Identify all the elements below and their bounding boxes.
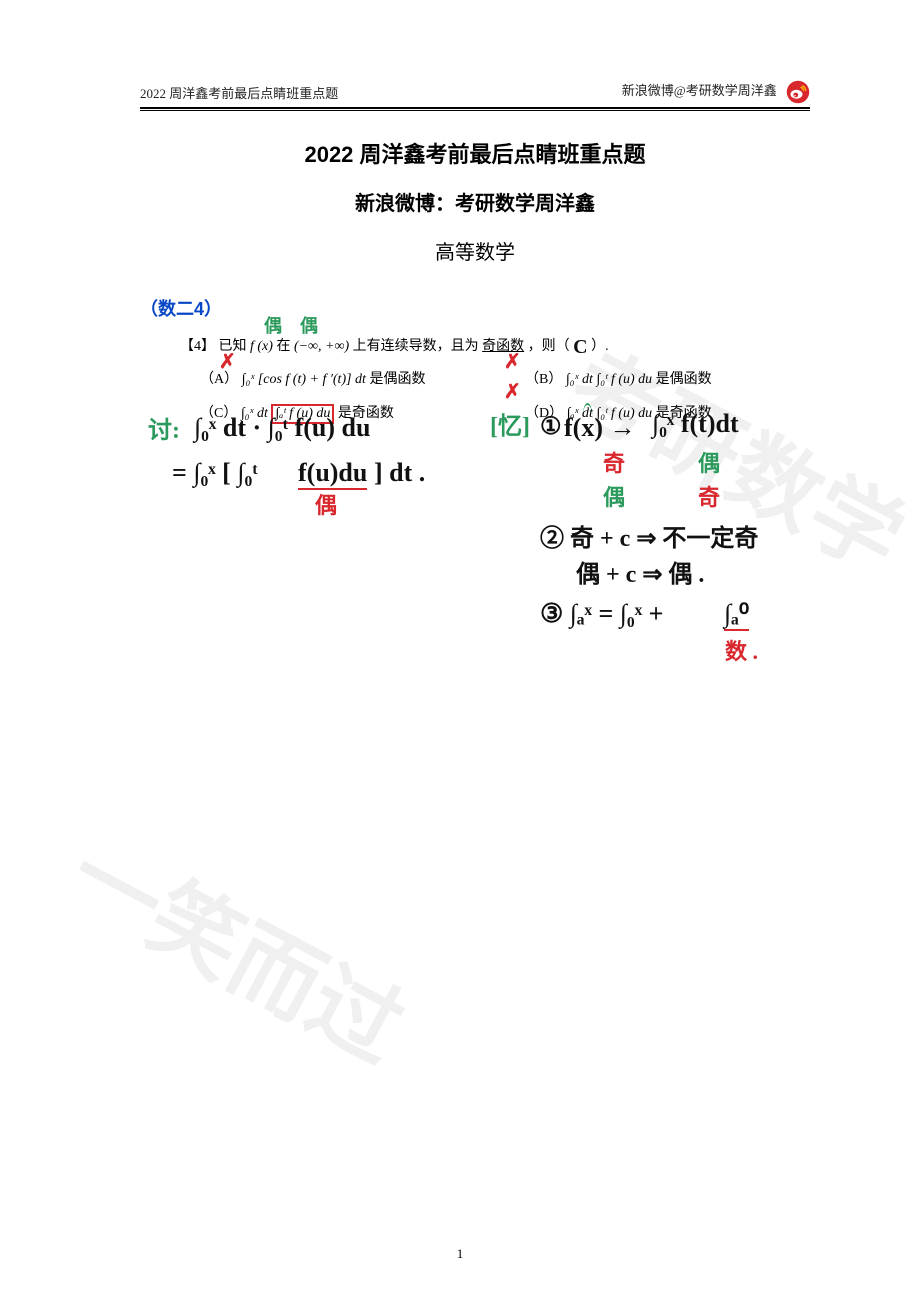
opt-a-expr: ∫₀ˣ [cos f (t) + f ′(t)] dt [242,372,366,387]
hand-right-1a: ① [540,414,562,440]
col-l1: 奇 [603,452,625,476]
watermark-bottom: 一笑而过 [51,803,430,1087]
stem-mid3: ，则（ [528,339,570,354]
hand-left-line2c: ] dt . [374,459,425,488]
stem-end: ）. [591,339,609,354]
stem-fx: f (x) [250,339,273,354]
answer-mark: C [573,336,587,358]
mark-x-a: ✗ [219,351,236,373]
title-subject: 高等数学 [140,236,810,265]
page-number: 1 [0,1246,920,1262]
header-rule [140,107,810,109]
stem-mid2: 上有连续导数，且为 [353,339,479,354]
hand-right-label: [忆] [490,414,530,440]
hand-right-3b: ∫ₐ⁰ [724,600,749,631]
header-right-wrap: 新浪微博@考研数学周洋鑫 [622,80,810,104]
header-left: 2022 周洋鑫考前最后点睛班重点题 [140,83,338,102]
hand-left-line2a: = ∫₀ˣ [ ∫₀ᵗ [172,459,258,488]
hand-left-line2b: f(u)du [298,459,367,490]
opt-b-tail: 是偶函数 [656,372,712,387]
hand-left-prefix: 讨: [148,418,180,444]
section-label: （数二4） [140,295,810,321]
opt-b-label: （B） [525,372,562,387]
problem-stem: 【4】 已知 f (x) 在 (−∞, +∞) 上有连续导数，且为 奇函数 ，则… [180,335,810,358]
mark-x-d: ✗ [504,381,521,403]
problem-number: 【4】 [180,339,215,354]
mark-even-2: 偶 [300,317,318,337]
mark-x-b: ✗ [504,351,521,373]
opt-b-expr: ∫₀ˣ dt ∫₀ᵗ f (u) du [566,372,652,387]
hand-right-3c: 数 . [725,640,758,664]
hand-right-3a: ③ ∫ₐˣ = ∫₀ˣ + [540,600,663,629]
mark-even-1: 偶 [264,317,282,337]
page: 一笑而过 考研数学 2022 周洋鑫考前最后点睛班重点题 新浪微博@考研数学周洋… [0,0,920,1302]
stem-mid1: 在 [276,339,290,354]
opt-a-tail: 是偶函数 [369,372,425,387]
hand-right-1c: ∫₀ˣ f(t)dt [652,410,739,439]
hand-right-2b: 偶 + c ⇒ 偶 . [576,562,704,588]
header-right: 新浪微博@考研数学周洋鑫 [622,83,777,98]
hand-left-under: 偶 [315,494,337,518]
weibo-icon [786,80,810,104]
col-r2: 奇 [698,486,720,510]
option-b: （B） ∫₀ˣ dt ∫₀ᵗ f (u) du 是偶函数 [525,368,810,388]
hand-right-2a: ② 奇 + c ⇒ 不一定奇 [540,526,758,552]
option-a: （A） ∫₀ˣ [cos f (t) + f ′(t)] dt 是偶函数 [200,368,485,388]
hand-right-1b: f(x) → [564,414,635,443]
col-l2: 偶 [603,486,625,510]
title-sub: 新浪微博：考研数学周洋鑫 [140,187,810,216]
opt-a-label: （A） [200,372,238,387]
title-main: 2022 周洋鑫考前最后点睛班重点题 [140,137,810,169]
hand-left-line1: ∫₀ˣ dt · ∫₀ᵗ f(u) du [194,414,370,443]
page-header: 2022 周洋鑫考前最后点睛班重点题 新浪微博@考研数学周洋鑫 [140,80,810,106]
col-r1: 偶 [698,452,720,476]
stem-interval: (−∞, +∞) [294,339,349,354]
